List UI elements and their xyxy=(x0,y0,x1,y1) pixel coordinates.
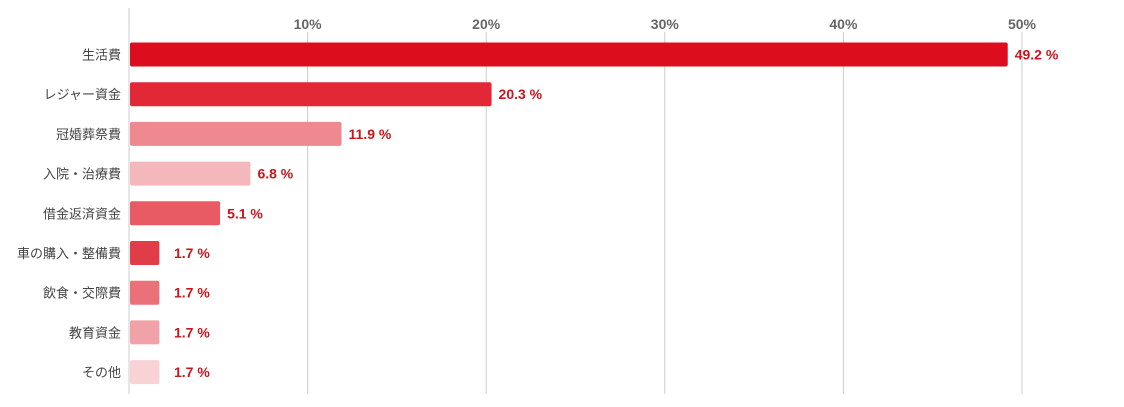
category-labels: 生活費レジャー資金冠婚葬祭費入院・治療費借金返済資金車の購入・整備費飲食・交際費… xyxy=(17,49,121,382)
value-label: 20.3 % xyxy=(499,86,543,102)
bar xyxy=(130,320,160,345)
bar xyxy=(130,201,221,226)
value-label: 1.7 % xyxy=(174,245,210,261)
bar xyxy=(130,161,251,186)
bar xyxy=(130,280,160,305)
value-label: 6.8 % xyxy=(257,166,293,182)
category-label: その他 xyxy=(82,366,121,381)
x-tick-label: 10% xyxy=(294,16,323,32)
value-label: 49.2 % xyxy=(1015,47,1059,63)
category-label: レジャー資金 xyxy=(44,87,121,103)
x-tick-label: 20% xyxy=(472,16,501,32)
bar xyxy=(130,121,342,146)
category-label: 飲食・交際費 xyxy=(43,286,121,302)
x-tick-label: 30% xyxy=(651,16,680,32)
category-label: 冠婚葬祭費 xyxy=(56,128,121,143)
bar xyxy=(130,360,160,385)
category-label: 教育資金 xyxy=(69,325,121,341)
bar xyxy=(130,241,160,265)
value-label: 11.9 % xyxy=(349,126,392,142)
bar xyxy=(130,82,492,107)
x-axis-ticks: 10% 20% 30% 40% 50% xyxy=(294,16,1037,32)
bars xyxy=(130,42,1008,385)
value-label: 1.7 % xyxy=(174,285,210,301)
value-label: 1.7 % xyxy=(174,364,210,380)
value-labels: 49.2 % 20.3 % 11.9 % 6.8 % 5.1 % 1.7 % 1.7 % 1.… xyxy=(174,47,1059,381)
category-label: 借金返済資金 xyxy=(43,206,121,222)
value-label: 1.7 % xyxy=(174,324,210,340)
x-tick-label: 40% xyxy=(829,16,858,32)
category-label: 車の購入・整備費 xyxy=(17,246,121,262)
category-label: 入院・治療費 xyxy=(43,168,121,183)
bar xyxy=(130,42,1008,67)
category-label: 生活費 xyxy=(82,49,121,64)
value-label: 5.1 % xyxy=(227,205,263,221)
x-tick-label: 50% xyxy=(1008,16,1037,32)
